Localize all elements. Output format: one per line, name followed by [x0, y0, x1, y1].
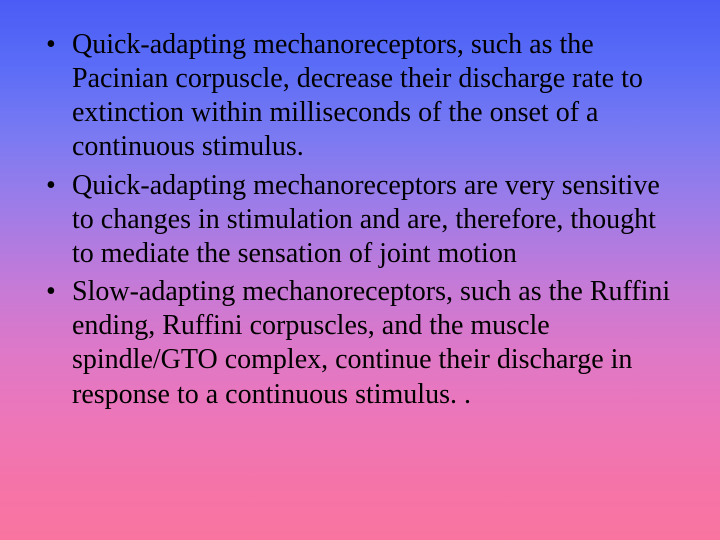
- list-item: Quick-adapting mechanoreceptors, such as…: [40, 28, 680, 165]
- bullet-text: Slow-adapting mechanoreceptors, such as …: [72, 276, 670, 409]
- bullet-list: Quick-adapting mechanoreceptors, such as…: [40, 28, 680, 412]
- bullet-text: Quick-adapting mechanoreceptors, such as…: [72, 29, 643, 162]
- list-item: Quick-adapting mechanoreceptors are very…: [40, 169, 680, 271]
- slide: Quick-adapting mechanoreceptors, such as…: [0, 0, 720, 540]
- bullet-text: Quick-adapting mechanoreceptors are very…: [72, 170, 660, 269]
- list-item: Slow-adapting mechanoreceptors, such as …: [40, 275, 680, 412]
